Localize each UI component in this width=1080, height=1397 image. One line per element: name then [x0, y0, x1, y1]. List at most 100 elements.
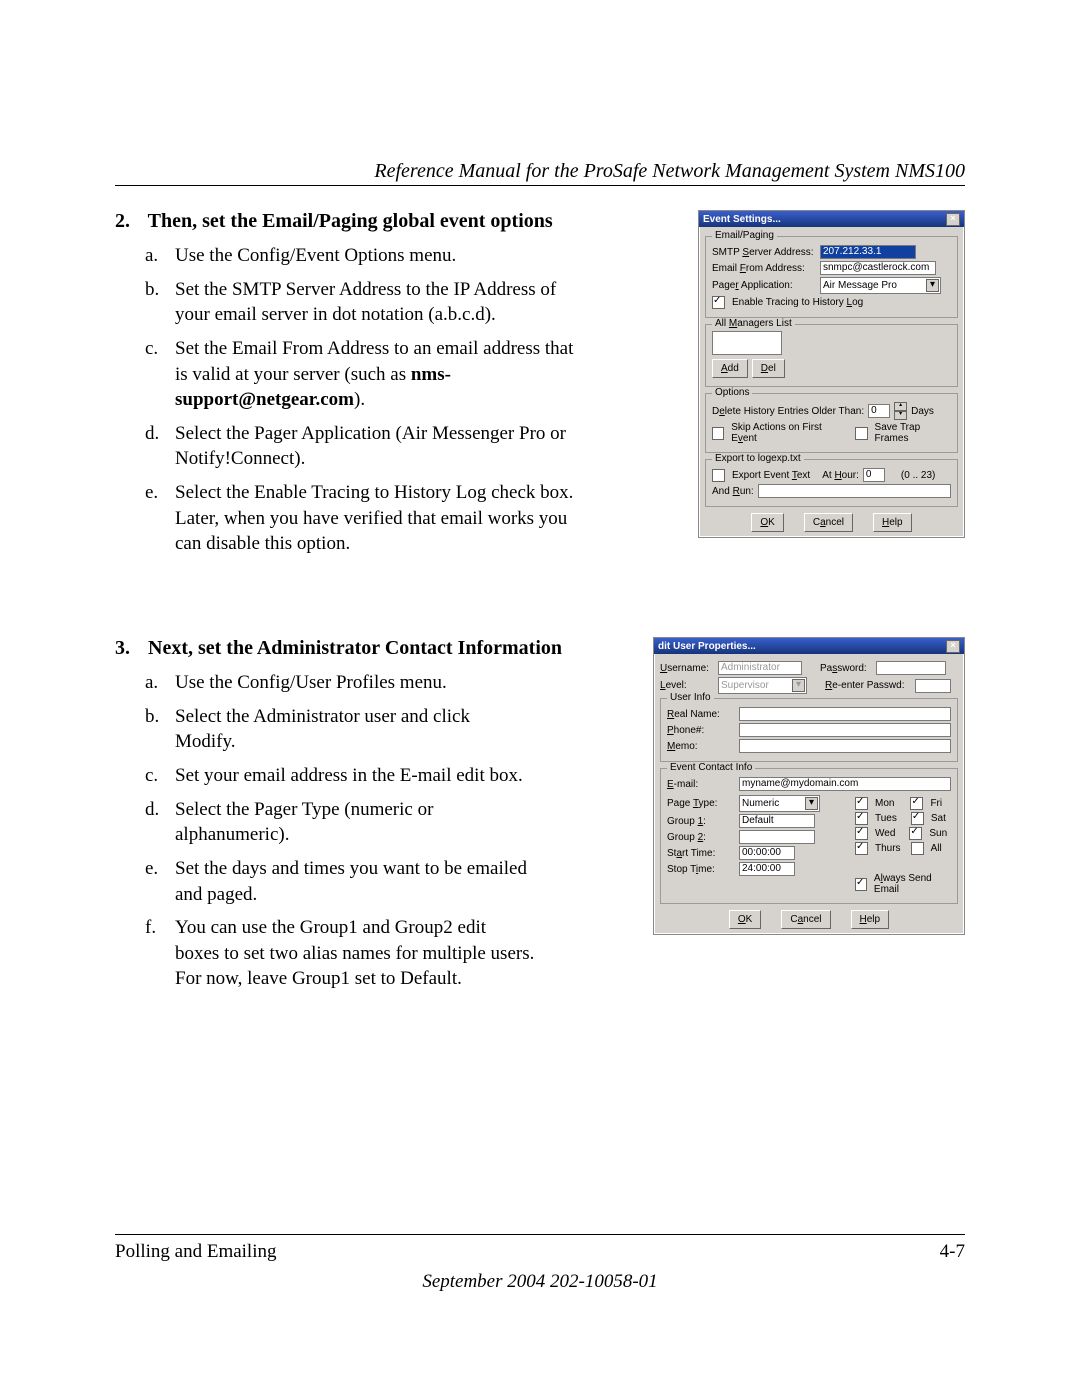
memo-label: Memo:: [667, 741, 735, 752]
all-checkbox[interactable]: [911, 842, 924, 855]
username-input[interactable]: Administrator: [718, 661, 802, 675]
running-header: Reference Manual for the ProSafe Network…: [115, 160, 965, 183]
footer-right: 4-7: [940, 1241, 965, 1263]
enable-trace-checkbox[interactable]: [712, 296, 725, 309]
pager-label: Pager Application:: [712, 280, 816, 291]
enable-trace-label: Enable Tracing to History Log: [732, 297, 863, 308]
ok-button[interactable]: OK: [729, 910, 761, 929]
item-text: Select the Administrator user and click …: [175, 704, 535, 755]
save-trap-checkbox[interactable]: [855, 427, 867, 440]
item-label: b.: [115, 704, 175, 755]
andrun-input[interactable]: [758, 484, 951, 498]
andrun-label: And Run:: [712, 486, 754, 497]
level-label: Level:: [660, 680, 714, 691]
item-text: Set the Email From Address to an email a…: [175, 336, 575, 413]
fri-checkbox[interactable]: [910, 797, 923, 810]
group1-input[interactable]: Default: [739, 814, 815, 828]
footer-rule: [115, 1234, 965, 1235]
section-3: 3. Next, set the Administrator Contact I…: [115, 637, 965, 997]
section-3-list: a.Use the Config/User Profiles menu. b.S…: [115, 670, 535, 992]
item-label: a.: [115, 670, 175, 696]
tue-checkbox[interactable]: [855, 812, 868, 825]
group-label: Event Contact Info: [667, 762, 755, 773]
item-label: e.: [115, 480, 175, 557]
group-label: Email/Paging: [712, 230, 777, 241]
skip-first-checkbox[interactable]: [712, 427, 724, 440]
mon-checkbox[interactable]: [855, 797, 868, 810]
always-checkbox[interactable]: [855, 878, 867, 891]
from-label: Email From Address:: [712, 263, 816, 274]
item-label: d.: [115, 421, 175, 472]
header-rule: [115, 185, 965, 186]
smtp-input[interactable]: 207.212.33.1: [820, 245, 916, 259]
email-input[interactable]: myname@mydomain.com: [739, 777, 951, 791]
item-text: Select the Enable Tracing to History Log…: [175, 480, 575, 557]
managers-list[interactable]: [712, 331, 782, 355]
sun-checkbox[interactable]: [909, 827, 922, 840]
pagetype-select[interactable]: Numeric▾: [739, 795, 820, 812]
thu-checkbox[interactable]: [855, 842, 868, 855]
dialog-title: dit User Properties...: [658, 641, 756, 652]
group-label: Export to logexp.txt: [712, 453, 804, 464]
save-trap-label: Save Trap Frames: [875, 422, 951, 444]
section-2: 2. Then, set the Email/Paging global eve…: [115, 210, 965, 557]
realname-label: Real Name:: [667, 709, 735, 720]
item-text: Set the SMTP Server Address to the IP Ad…: [175, 277, 575, 328]
pagetype-label: Page Type:: [667, 798, 735, 809]
phone-input[interactable]: [739, 723, 951, 737]
add-button[interactable]: Add: [712, 359, 748, 378]
group2-input[interactable]: [739, 830, 815, 844]
password-input[interactable]: [876, 661, 946, 675]
realname-input[interactable]: [739, 707, 951, 721]
user-properties-dialog: dit User Properties... × Username: Admin…: [653, 637, 965, 935]
item-text: Select the Pager Type (numeric or alphan…: [175, 797, 535, 848]
pager-select[interactable]: Air Message Pro▾: [820, 277, 941, 294]
ok-button[interactable]: OK: [751, 513, 783, 532]
cancel-button[interactable]: Cancel: [781, 910, 830, 929]
delete-label: Delete History Entries Older Than:: [712, 406, 864, 417]
section-number: 2.: [115, 210, 143, 233]
hour-input[interactable]: 0: [863, 468, 885, 482]
group1-label: Group 1:: [667, 816, 735, 827]
wed-checkbox[interactable]: [855, 827, 868, 840]
phone-label: Phone#:: [667, 725, 735, 736]
days-label: Days: [911, 406, 934, 417]
cancel-button[interactable]: Cancel: [804, 513, 853, 532]
group-label: Options: [712, 387, 752, 398]
reenter-input[interactable]: [915, 679, 951, 693]
stop-label: Stop Time:: [667, 864, 735, 875]
item-label: f.: [115, 915, 175, 992]
help-button[interactable]: Help: [851, 910, 890, 929]
item-label: c.: [115, 763, 175, 789]
spinner[interactable]: ▴▾: [894, 402, 907, 420]
delete-days-input[interactable]: 0: [868, 404, 890, 418]
group2-label: Group 2:: [667, 832, 735, 843]
item-label: b.: [115, 277, 175, 328]
section-title: Next, set the Administrator Contact Info…: [148, 637, 562, 659]
export-label: Export Event Text: [732, 470, 810, 481]
stop-input[interactable]: 24:00:00: [739, 862, 795, 876]
export-checkbox[interactable]: [712, 469, 725, 482]
skip-first-label: Skip Actions on First Event: [731, 422, 842, 444]
close-icon[interactable]: ×: [946, 213, 960, 226]
section-title: Then, set the Email/Paging global event …: [148, 210, 553, 232]
from-input[interactable]: snmpc@castlerock.com: [820, 261, 936, 275]
item-text: Select the Pager Application (Air Messen…: [175, 421, 575, 472]
athour-label: At Hour:: [822, 470, 859, 481]
level-select[interactable]: Supervisor▾: [718, 677, 807, 694]
event-settings-dialog: Event Settings... × Email/Paging SMTP Se…: [698, 210, 965, 538]
footer-docinfo: September 2004 202-10058-01: [0, 1271, 1080, 1293]
item-text: You can use the Group1 and Group2 edit b…: [175, 915, 535, 992]
memo-input[interactable]: [739, 739, 951, 753]
password-label: Password:: [820, 663, 872, 674]
del-button[interactable]: Del: [752, 359, 785, 378]
start-input[interactable]: 00:00:00: [739, 846, 795, 860]
help-button[interactable]: Help: [873, 513, 912, 532]
dialog-title: Event Settings...: [703, 214, 781, 225]
item-label: c.: [115, 336, 175, 413]
start-label: Start Time:: [667, 848, 735, 859]
item-text: Use the Config/User Profiles menu.: [175, 670, 535, 696]
sat-checkbox[interactable]: [911, 812, 924, 825]
close-icon[interactable]: ×: [946, 640, 960, 653]
item-text: Set your email address in the E-mail edi…: [175, 763, 535, 789]
